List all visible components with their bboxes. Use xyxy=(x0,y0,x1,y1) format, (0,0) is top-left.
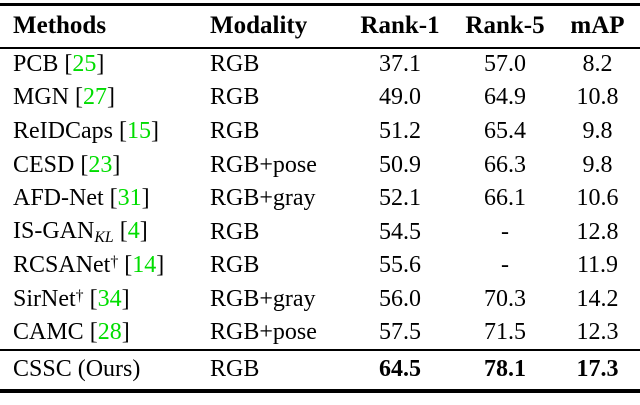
table-row: IS-GANKL [4] RGB 54.5 - 12.8 xyxy=(0,215,640,249)
citation-link[interactable]: 25 xyxy=(72,51,97,78)
header-map: mAP xyxy=(570,12,625,40)
table-footer-ours: CSSC (Ours) RGB 64.5 78.1 17.3 xyxy=(0,350,640,391)
citation-link[interactable]: 28 xyxy=(97,319,122,346)
map-cell: 11.9 xyxy=(576,252,619,279)
method-name: AFD-Net xyxy=(13,185,104,212)
citation-link[interactable]: 15 xyxy=(126,117,151,144)
rank5-cell: 65.4 xyxy=(484,117,526,144)
table-row: ReIDCaps [15] RGB 51.2 65.4 9.8 xyxy=(0,115,640,149)
modality-cell: RGB xyxy=(210,356,260,383)
modality-cell: RGB+pose xyxy=(210,319,317,346)
rank5-cell: 70.3 xyxy=(484,285,526,312)
table-row: RCSANet† [14] RGB 55.6 - 11.9 xyxy=(0,249,640,283)
header-modality: Modality xyxy=(210,12,308,40)
rank1-cell: 51.2 xyxy=(379,117,421,144)
citation-link[interactable]: 4 xyxy=(127,217,140,244)
rank1-cell: 52.1 xyxy=(379,185,421,212)
method-cell: CAMC [28] xyxy=(13,319,130,346)
method-cell: ReIDCaps [15] xyxy=(13,117,159,144)
method-cell: AFD-Net [31] xyxy=(13,185,150,212)
citation-link[interactable]: 14 xyxy=(132,252,157,279)
rank1-cell: 37.1 xyxy=(379,51,421,78)
table-body: PCB [25] RGB 37.1 57.0 8.2 MGN [27] RGB 49.0 64.… xyxy=(0,48,640,350)
header-rank5: Rank-5 xyxy=(465,12,545,40)
method-name: CAMC xyxy=(13,319,84,346)
method-name: PCB xyxy=(13,51,59,78)
map-cell: 9.8 xyxy=(582,151,613,178)
citation-link[interactable]: 31 xyxy=(117,185,142,212)
table-row: MGN [27] RGB 49.0 64.9 10.8 xyxy=(0,81,640,115)
method-name: CSSC (Ours) xyxy=(13,356,141,383)
method-cell: IS-GANKL [4] xyxy=(13,217,148,246)
method-name: CESD xyxy=(13,151,75,178)
map-cell: 12.8 xyxy=(576,218,619,245)
rank1-cell: 54.5 xyxy=(379,218,421,245)
rank5-cell: 78.1 xyxy=(484,356,526,383)
rank5-cell: 71.5 xyxy=(484,319,526,346)
table-row: SirNet† [34] RGB+gray 56.0 70.3 14.2 xyxy=(0,283,640,317)
method-cell: SirNet† [34] xyxy=(13,285,130,312)
modality-cell: RGB xyxy=(210,117,260,144)
method-name: SirNet xyxy=(13,285,76,312)
rank1-cell: 56.0 xyxy=(379,285,421,312)
table-row: CAMC [28] RGB+pose 57.5 71.5 12.3 xyxy=(0,316,640,350)
rank5-cell: 57.0 xyxy=(484,51,526,78)
modality-cell: RGB xyxy=(210,252,260,279)
method-cell: MGN [27] xyxy=(13,84,116,111)
citation-link[interactable]: 34 xyxy=(97,285,122,312)
modality-cell: RGB xyxy=(210,218,260,245)
method-name: IS-GAN xyxy=(13,217,95,244)
rank1-cell: 64.5 xyxy=(379,356,421,383)
modality-cell: RGB+gray xyxy=(210,185,316,212)
rank1-cell: 50.9 xyxy=(379,151,421,178)
modality-cell: RGB+gray xyxy=(210,285,316,312)
rank1-cell: 57.5 xyxy=(379,319,421,346)
header-row: Methods Modality Rank-1 Rank-5 mAP xyxy=(0,5,640,48)
rank1-cell: 55.6 xyxy=(379,252,421,279)
method-cell: CSSC (Ours) xyxy=(0,350,210,391)
rank5-cell: 66.1 xyxy=(484,185,526,212)
map-cell: 9.8 xyxy=(582,117,613,144)
dagger-mark: † xyxy=(75,287,84,305)
table-row: CSSC (Ours) RGB 64.5 78.1 17.3 xyxy=(0,350,640,391)
table-row: PCB [25] RGB 37.1 57.0 8.2 xyxy=(0,48,640,82)
modality-cell: RGB xyxy=(210,51,260,78)
citation-link[interactable]: 23 xyxy=(88,151,113,178)
modality-cell: RGB xyxy=(210,84,260,111)
citation-link[interactable]: 27 xyxy=(83,84,108,111)
results-table: Methods Modality Rank-1 Rank-5 mAP PCB [… xyxy=(0,3,640,393)
map-cell: 17.3 xyxy=(576,356,619,383)
rank5-cell: - xyxy=(501,252,509,279)
map-cell: 14.2 xyxy=(576,285,619,312)
method-cell: RCSANet† [14] xyxy=(13,252,165,279)
rank5-cell: 64.9 xyxy=(484,84,526,111)
method-cell: PCB [25] xyxy=(13,51,105,78)
map-cell: 8.2 xyxy=(582,51,613,78)
method-name: ReIDCaps xyxy=(13,117,113,144)
modality-cell: RGB+pose xyxy=(210,151,317,178)
map-cell: 10.6 xyxy=(576,185,619,212)
method-cell: CESD [23] xyxy=(13,151,121,178)
method-name: RCSANet xyxy=(13,252,111,279)
table-header: Methods Modality Rank-1 Rank-5 mAP xyxy=(0,5,640,48)
dagger-mark: † xyxy=(110,253,119,271)
table-row: AFD-Net [31] RGB+gray 52.1 66.1 10.6 xyxy=(0,182,640,216)
map-cell: 12.3 xyxy=(576,319,619,346)
map-cell: 10.8 xyxy=(576,84,619,111)
table-row: CESD [23] RGB+pose 50.9 66.3 9.8 xyxy=(0,148,640,182)
header-methods: Methods xyxy=(13,12,107,40)
rank5-cell: 66.3 xyxy=(484,151,526,178)
header-rank1: Rank-1 xyxy=(360,12,440,40)
rank5-cell: - xyxy=(501,218,509,245)
method-subscript: KL xyxy=(94,228,114,246)
rank1-cell: 49.0 xyxy=(379,84,421,111)
method-name: MGN xyxy=(13,84,70,111)
